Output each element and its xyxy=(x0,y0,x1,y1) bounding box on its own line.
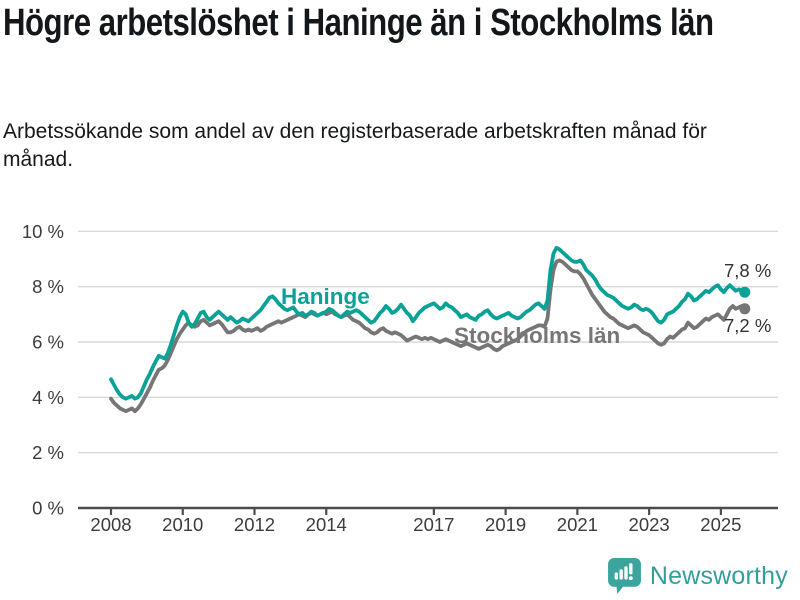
chart-grid: 0 % 2 % 4 % 6 % 8 % 10 % 2008 2010 2012 2014 2017 2… xyxy=(22,221,778,535)
chart-series-lines xyxy=(109,245,751,414)
series-label-haninge: Haninge xyxy=(281,284,370,309)
y-tick-label: 8 % xyxy=(32,276,64,297)
y-tick-label: 0 % xyxy=(32,498,64,519)
x-tick-label: 2025 xyxy=(700,514,741,535)
newsworthy-icon xyxy=(607,558,641,594)
y-tick-label: 2 % xyxy=(32,442,64,463)
x-tick-label: 2021 xyxy=(557,514,598,535)
y-tick-label: 10 % xyxy=(22,221,64,242)
x-tick-label: 2010 xyxy=(162,514,203,535)
page-title: Högre arbetslöshet i Haninge än i Stockh… xyxy=(3,2,714,44)
y-tick-label: 4 % xyxy=(32,387,64,408)
series-line-0 xyxy=(109,245,747,401)
newsworthy-logo[interactable]: Newsworthy xyxy=(607,558,788,595)
newsworthy-wordmark: Newsworthy xyxy=(649,562,788,590)
x-tick-label: 2014 xyxy=(306,514,347,535)
x-tick-label: 2012 xyxy=(234,514,275,535)
x-tick-label: 2019 xyxy=(485,514,526,535)
y-tick-label: 6 % xyxy=(32,331,64,352)
end-value-label-stockholms-lan: 7,2 % xyxy=(724,315,771,336)
page-subtitle: Arbetssökande som andel av den registerb… xyxy=(3,120,707,171)
end-value-label-haninge: 7,8 % xyxy=(724,260,771,281)
series-end-dot-1 xyxy=(739,303,751,315)
series-line-1 xyxy=(109,258,747,414)
x-tick-label: 2008 xyxy=(90,514,131,535)
x-tick-label: 2017 xyxy=(413,514,454,535)
series-end-dot-0 xyxy=(739,286,751,298)
x-tick-label: 2023 xyxy=(629,514,670,535)
